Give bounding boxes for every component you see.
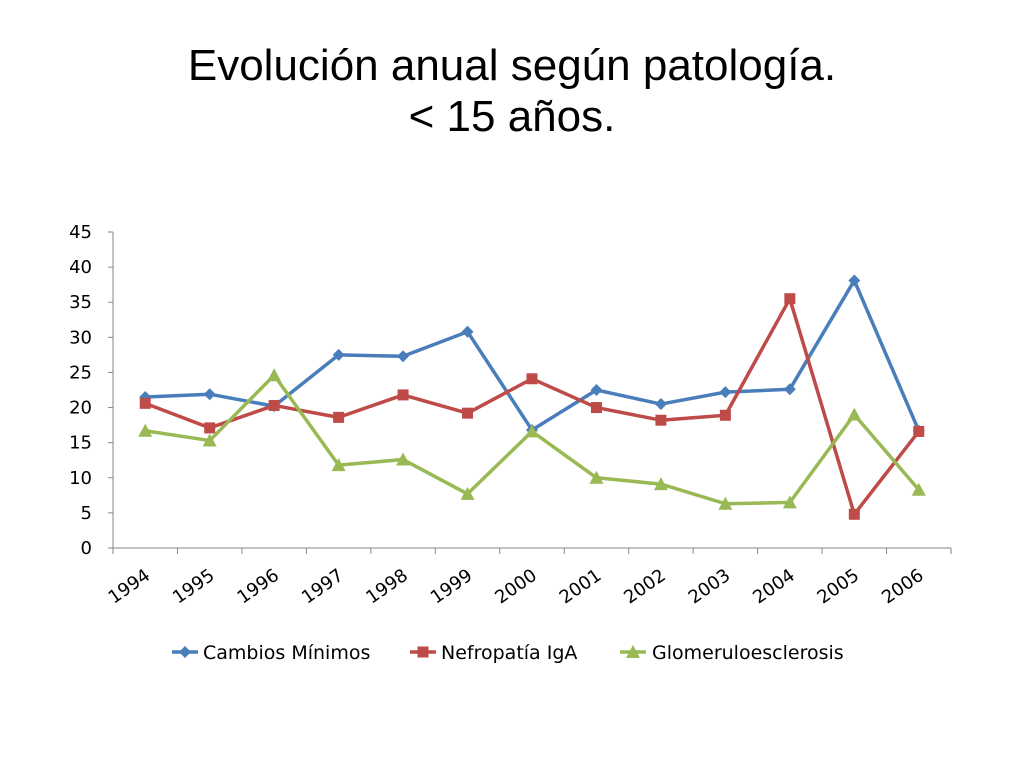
data-point (847, 407, 862, 421)
x-tick-label: 2000 (491, 565, 541, 608)
data-point (138, 423, 153, 437)
legend-label: Glomeruloesclerosis (652, 642, 844, 664)
legend-entry: Glomeruloesclerosis (620, 642, 844, 664)
y-tick-label: 35 (69, 292, 92, 313)
title-line-2: < 15 años. (408, 92, 616, 141)
x-tick-label: 2002 (620, 565, 670, 608)
legend-entry: Cambios Mínimos (172, 642, 370, 664)
chart-axes: 0 5 10 15 20 25 30 35 40 45 1994 1995 1996 1997 1998 19… (69, 222, 952, 608)
data-point (331, 458, 346, 472)
y-tick-label: 30 (69, 327, 92, 348)
data-point (203, 388, 216, 401)
chart-series (138, 274, 926, 520)
data-point (848, 274, 861, 287)
title-line-1: Evolución anual según patología. (187, 41, 837, 90)
data-point (655, 414, 667, 426)
y-tick-label: 25 (69, 362, 92, 383)
series-2 (139, 293, 925, 520)
x-tick-label: 2001 (556, 565, 606, 608)
x-tick-label: 1997 (298, 565, 348, 608)
y-tick-label: 5 (81, 503, 92, 524)
legend-label: Cambios Mínimos (203, 642, 370, 664)
legend-label: Nefropatía IgA (441, 642, 577, 664)
data-point (653, 477, 668, 491)
series-3 (138, 368, 926, 510)
y-tick-label: 45 (69, 222, 92, 243)
x-tick-label: 2005 (814, 565, 864, 608)
data-point (526, 373, 538, 385)
data-point (396, 452, 411, 466)
x-tick-label: 1999 (427, 565, 477, 608)
legend-swatch-marker (179, 646, 191, 658)
data-point (654, 398, 667, 411)
y-tick-label: 20 (69, 398, 92, 419)
data-point (913, 425, 925, 437)
data-point (848, 508, 860, 520)
data-point (332, 348, 345, 361)
data-point (719, 409, 731, 421)
data-point (782, 495, 797, 509)
data-point (589, 470, 604, 484)
slide-title: Evolución anual según patología. < 15 añ… (0, 40, 1024, 142)
data-point (333, 411, 345, 423)
data-point (525, 424, 539, 438)
data-point (590, 384, 603, 396)
x-tick-label: 2003 (685, 565, 735, 608)
x-tick-label: 1996 (233, 565, 283, 608)
x-tick-label: 2004 (749, 565, 799, 608)
x-tick-label: 2006 (878, 565, 928, 608)
data-point (461, 325, 474, 338)
data-point (911, 482, 926, 496)
data-point (783, 383, 796, 396)
data-point (267, 368, 282, 382)
data-point (202, 433, 217, 447)
data-point (204, 422, 216, 434)
x-tick-label: 1995 (169, 565, 219, 608)
y-tick-label: 0 (81, 538, 92, 559)
y-tick-label: 15 (69, 433, 92, 454)
series-line (144, 373, 921, 506)
data-point (590, 402, 602, 414)
legend-swatch-marker (626, 645, 640, 658)
data-point (460, 486, 475, 500)
data-point (397, 350, 410, 363)
x-tick-label: 1998 (362, 565, 412, 608)
data-point (139, 397, 151, 409)
data-point (719, 386, 732, 399)
legend-entry: Nefropatía IgA (410, 642, 577, 664)
x-tick-label: 1994 (105, 565, 155, 608)
data-point (718, 496, 733, 510)
chart-legend: Cambios Mínimos Nefropatía IgA Glomeruloes… (172, 642, 844, 664)
data-point (784, 293, 796, 305)
y-tick-label: 40 (69, 257, 92, 278)
data-point (462, 407, 474, 419)
data-point (397, 389, 409, 401)
data-point (268, 399, 280, 411)
legend-swatch-marker (417, 646, 429, 658)
y-tick-label: 10 (69, 468, 92, 489)
